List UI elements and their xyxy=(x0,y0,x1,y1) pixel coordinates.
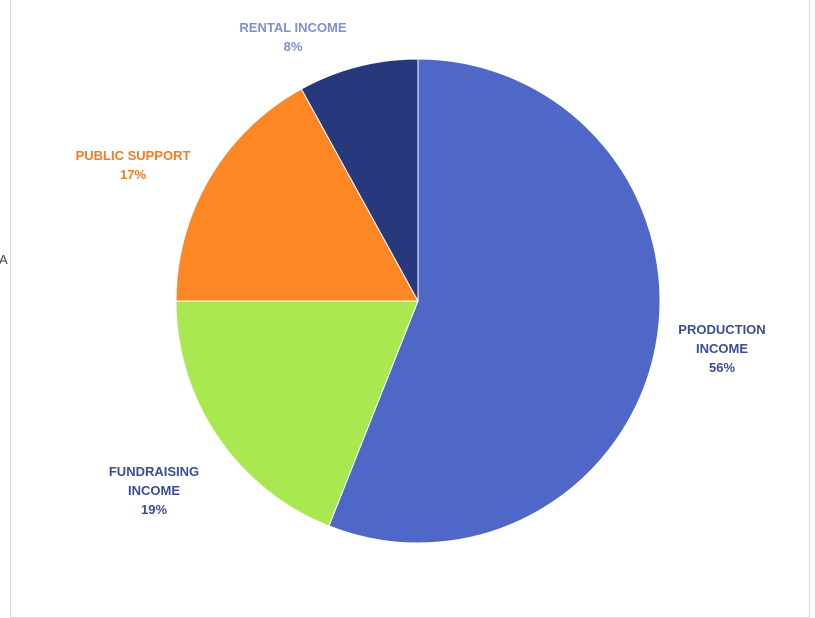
slice-public-support xyxy=(175,88,419,302)
label-public-support: PUBLIC SUPPORT 17% xyxy=(75,148,191,182)
label-fundraising-income: FUNDRAISING INCOME 19% xyxy=(108,464,200,517)
label-production-income: PRODUCTION INCOME 56% xyxy=(678,322,766,375)
pie-chart xyxy=(175,58,661,544)
label-rental-income: RENTAL INCOME 8% xyxy=(239,20,347,54)
slice-rental-income xyxy=(300,58,419,302)
slice-production-income xyxy=(328,58,661,544)
slice-fundraising-income xyxy=(175,300,419,527)
edge-glyph: A xyxy=(0,252,8,267)
